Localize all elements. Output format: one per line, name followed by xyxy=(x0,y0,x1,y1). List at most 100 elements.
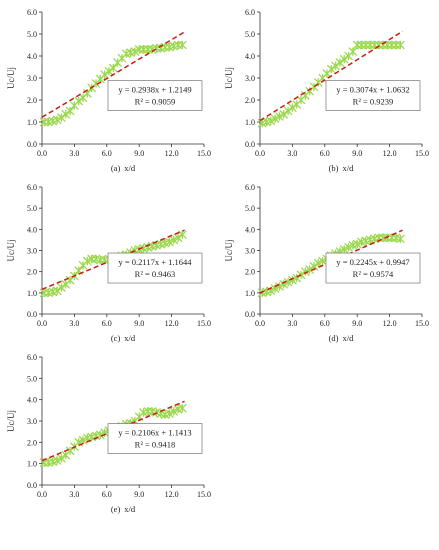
x-tick-label: 15.0 xyxy=(197,319,211,328)
trendline xyxy=(41,31,185,118)
r-squared-value: R² = 0.9059 xyxy=(135,97,176,107)
y-tick-label: 4.0 xyxy=(27,396,37,405)
caption-axis-text: x/d xyxy=(343,333,355,343)
data-point xyxy=(78,435,88,445)
y-axis-title: Uc/Uj xyxy=(6,410,16,432)
x-tick-label: 9.0 xyxy=(134,319,144,328)
equation-box xyxy=(107,252,203,284)
data-point xyxy=(178,230,187,239)
data-point xyxy=(270,114,280,123)
panel-c: 0.0 1.0 2.0 3.0 4.0 5.0 6.0 0.0 3.0 6.0 9.0 12.0 15.… xyxy=(6,183,211,343)
data-point xyxy=(61,110,71,119)
x-tick-label: 0.0 xyxy=(37,490,47,499)
y-tick-label: 5.0 xyxy=(27,374,37,383)
trendline xyxy=(259,229,403,294)
y-tick-label: 6.0 xyxy=(27,183,37,192)
x-tick-label: 9.0 xyxy=(134,149,144,158)
data-point xyxy=(344,243,353,252)
y-tick-label: 0.0 xyxy=(27,140,37,149)
x-tick-label: 9.0 xyxy=(134,490,144,499)
trendline xyxy=(259,30,403,122)
data-point xyxy=(275,112,284,121)
caption-letter: (d) xyxy=(329,333,339,343)
regression-equation: y = 0.2245x + 0.9947 xyxy=(336,257,409,267)
y-tick-label: 3.0 xyxy=(27,74,37,83)
x-tick-label: 15.0 xyxy=(415,149,429,158)
y-axis-title: Uc/Uj xyxy=(6,240,16,262)
data-point xyxy=(279,110,289,119)
x-tick-label: 0.0 xyxy=(37,319,47,328)
r-squared-value: R² = 0.9239 xyxy=(353,97,394,107)
data-point xyxy=(352,239,362,249)
panel-b: 0.0 1.0 2.0 3.0 4.0 5.0 6.0 0.0 3.0 6.0 9.0 12.0 15.… xyxy=(224,8,429,173)
data-point xyxy=(165,409,174,418)
data-point xyxy=(52,115,62,125)
x-tick-label: 0.0 xyxy=(255,149,265,158)
y-tick-label: 6.0 xyxy=(245,8,255,17)
caption-letter: (c) xyxy=(111,333,121,343)
y-tick-label: 3.0 xyxy=(27,247,37,256)
r-squared-value: R² = 0.9574 xyxy=(353,269,394,279)
data-point xyxy=(130,47,140,56)
x-tick-label: 12.0 xyxy=(165,319,179,328)
regression-equation: y = 0.2938x + 1.2149 xyxy=(118,85,191,95)
panel-caption: (a) x/d xyxy=(111,163,136,173)
y-tick-label: 4.0 xyxy=(245,225,255,234)
y-tick-label: 1.0 xyxy=(27,118,37,127)
data-point xyxy=(288,103,297,112)
x-tick-label: 6.0 xyxy=(102,149,112,158)
r-squared-value: R² = 0.9463 xyxy=(135,269,176,279)
data-point xyxy=(301,267,310,276)
y-tick-label: 1.0 xyxy=(245,118,255,127)
x-tick-label: 6.0 xyxy=(102,490,112,499)
y-tick-label: 5.0 xyxy=(27,30,37,39)
trendline xyxy=(41,229,185,291)
data-point xyxy=(109,63,118,73)
data-point xyxy=(396,40,405,50)
equation-box xyxy=(325,252,421,284)
y-tick-label: 0.0 xyxy=(27,481,37,490)
regression-equation: y = 0.2117x + 1.1644 xyxy=(118,257,192,267)
data-point xyxy=(165,237,174,247)
y-tick-label: 1.0 xyxy=(245,289,255,298)
x-tick-label: 3.0 xyxy=(69,149,79,158)
y-tick-label: 2.0 xyxy=(245,268,255,277)
x-tick-label: 15.0 xyxy=(197,149,211,158)
data-point xyxy=(288,275,297,285)
x-tick-label: 15.0 xyxy=(415,319,429,328)
y-tick-label: 2.0 xyxy=(27,268,37,277)
data-point xyxy=(339,55,349,64)
x-tick-label: 6.0 xyxy=(320,149,330,158)
x-tick-label: 6.0 xyxy=(320,319,330,328)
y-axis-title: Uc/Uj xyxy=(224,67,234,89)
equation-box xyxy=(107,423,203,454)
y-tick-label: 4.0 xyxy=(245,52,255,61)
y-tick-label: 0.0 xyxy=(245,140,255,149)
panel-caption: (b) x/d xyxy=(329,163,355,173)
x-tick-label: 0.0 xyxy=(255,319,265,328)
x-tick-label: 12.0 xyxy=(165,149,179,158)
data-point xyxy=(266,116,276,126)
x-tick-label: 3.0 xyxy=(69,490,79,499)
data-point xyxy=(52,286,62,295)
y-tick-label: 0.0 xyxy=(27,310,37,319)
data-point xyxy=(100,70,109,79)
x-tick-label: 12.0 xyxy=(383,149,397,158)
x-tick-label: 3.0 xyxy=(287,149,297,158)
equation-box xyxy=(107,80,203,111)
y-tick-label: 1.0 xyxy=(27,289,37,298)
data-point xyxy=(331,61,340,71)
caption-axis-text: x/d xyxy=(343,163,355,173)
data-point xyxy=(318,256,327,266)
y-tick-label: 5.0 xyxy=(27,204,37,213)
data-point xyxy=(173,233,183,243)
data-point xyxy=(57,113,66,122)
x-tick-label: 6.0 xyxy=(102,319,112,328)
y-axis-title: Uc/Uj xyxy=(224,240,234,262)
y-tick-label: 6.0 xyxy=(27,353,37,362)
data-point xyxy=(178,40,187,50)
y-tick-label: 4.0 xyxy=(27,225,37,234)
x-tick-label: 0.0 xyxy=(37,149,47,158)
y-tick-label: 3.0 xyxy=(245,74,255,83)
